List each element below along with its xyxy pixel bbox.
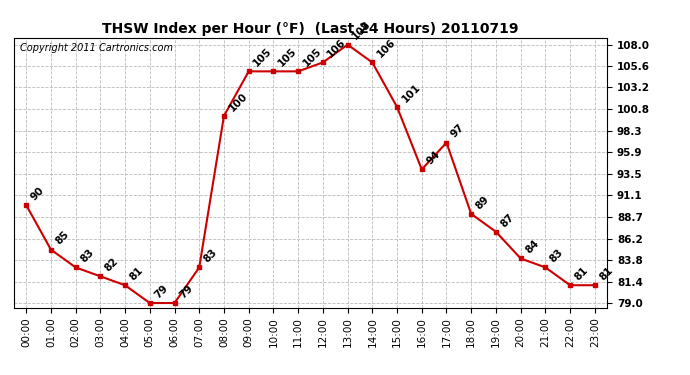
Text: 108: 108 — [351, 20, 373, 42]
Text: 87: 87 — [499, 211, 516, 229]
Text: 90: 90 — [29, 185, 46, 202]
Text: 83: 83 — [548, 247, 566, 265]
Text: 79: 79 — [177, 283, 195, 300]
Text: Copyright 2011 Cartronics.com: Copyright 2011 Cartronics.com — [20, 43, 172, 53]
Text: 89: 89 — [474, 194, 491, 211]
Text: 81: 81 — [598, 265, 615, 282]
Text: 105: 105 — [276, 46, 299, 69]
Text: 83: 83 — [79, 247, 96, 265]
Text: 106: 106 — [375, 37, 397, 60]
Text: 105: 105 — [301, 46, 324, 69]
Text: 100: 100 — [227, 91, 249, 113]
Text: 97: 97 — [449, 123, 466, 140]
Text: 79: 79 — [152, 283, 170, 300]
Text: 82: 82 — [103, 256, 121, 273]
Text: 83: 83 — [202, 247, 219, 265]
Text: 94: 94 — [424, 149, 442, 166]
Text: 101: 101 — [400, 82, 422, 104]
Text: 84: 84 — [524, 238, 541, 256]
Text: 105: 105 — [251, 46, 274, 69]
Text: 81: 81 — [128, 265, 145, 282]
Text: 106: 106 — [326, 37, 348, 60]
Title: THSW Index per Hour (°F)  (Last 24 Hours) 20110719: THSW Index per Hour (°F) (Last 24 Hours)… — [102, 22, 519, 36]
Text: 81: 81 — [573, 265, 590, 282]
Text: 85: 85 — [54, 230, 71, 247]
